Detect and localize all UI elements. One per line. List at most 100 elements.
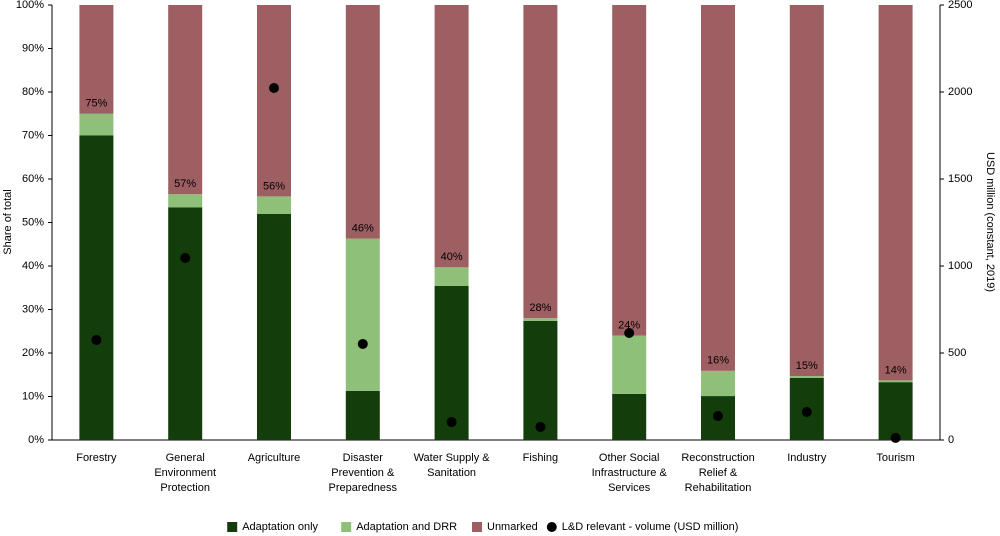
legend-label: Adaptation and DRR [356,521,457,533]
dot [357,338,368,349]
dot [713,410,723,421]
bar-segment [79,5,114,114]
total-label: 14% [885,364,907,376]
bar-segment [612,335,647,394]
y2-tick-label: 1000 [948,260,972,272]
y-tick-label: 0% [28,434,44,446]
x-tick-label-line: Forestry [76,452,117,464]
x-tick-label: Water Supply & Sanitation [414,452,491,479]
bar-segment [168,5,203,195]
bar-segment [878,382,913,440]
x-tick-label-line: Environment [154,467,216,479]
legend-label: L&D relevant - volume (USD million) [562,521,739,533]
y-tick-label: 90% [22,42,44,54]
bar-segment [878,380,913,383]
x-tick-label-line: Infrastructure & [592,467,668,479]
bar-segment [612,5,647,336]
bar-segment [345,390,380,440]
bar-segment [789,376,824,378]
x-tick-label: Fishing [523,452,558,464]
legend-marker [472,522,482,532]
bar-segment [257,213,291,440]
total-label: 28% [529,302,551,314]
x-tick-label: Reconstruction Relief & Rehabilitation [681,452,754,494]
bar-segment [878,5,913,381]
bar-segment [612,393,647,440]
x-tick-label: Tourism [876,452,915,464]
bar-segment [345,238,380,391]
x-tick-label-line: Preparedness [329,482,398,494]
bar-segment [434,267,469,287]
dot [91,334,102,345]
y2-tick-label: 500 [948,347,966,359]
x-tick-label: Industry [787,452,827,464]
x-tick-label-line: General [166,452,205,464]
bar-segment [701,5,735,371]
x-tick-label-line: Sanitation [427,467,476,479]
y2-tick-label: 2500 [948,0,972,11]
dot [624,327,635,338]
x-tick-label: General Environment Protection [154,452,216,494]
y2-tick-label: 0 [948,434,954,446]
y-tick-label: 40% [22,260,44,272]
x-tick-label-line: Tourism [876,452,915,464]
x-tick-label-line: Other Social [599,452,660,464]
bar-segment [434,286,469,440]
x-tick-label: Other Social Infrastructure & Services [592,452,668,494]
total-label: 75% [85,98,107,110]
bar-segment [789,5,824,377]
bar-segment [79,135,114,440]
legend-marker [341,522,352,532]
bar-segment [434,5,469,268]
total-label: 56% [263,180,285,192]
x-tick-label-line: Reconstruction [681,452,754,464]
bar-segment [523,320,558,440]
bar-segment [345,5,380,239]
total-label: 24% [618,320,640,332]
y-tick-label: 100% [16,0,44,11]
y-tick-label: 20% [22,347,44,359]
x-tick-label-line: Protection [160,482,210,494]
total-label: 46% [352,223,374,235]
x-tick-label-line: Rehabilitation [685,482,752,494]
dot [890,432,901,443]
x-tick-label-line: Prevention & [331,467,395,479]
y-tick-label: 70% [22,129,44,141]
total-label: 40% [441,251,463,263]
x-tick-label-line: Agriculture [248,452,301,464]
dot [801,406,812,417]
x-tick-label-line: Industry [787,452,827,464]
x-tick-label-line: Services [608,482,651,494]
legend-marker [546,522,557,532]
y-tick-label: 10% [22,390,44,402]
x-tick-label-line: Relief & [699,467,738,479]
y-tick-label: 30% [22,303,44,315]
x-tick-label: Forestry [76,452,117,464]
dot [269,82,279,93]
x-tick-label: Disaster Prevention & Preparedness [329,452,398,494]
bar-segment [701,370,735,397]
dot [446,417,457,428]
y2-tick-label: 2000 [948,86,972,98]
total-label: 15% [796,360,818,372]
dot [180,252,191,263]
legend-label: Unmarked [487,521,538,533]
bar-segment [168,194,203,208]
y-tick-label: 80% [22,86,44,98]
y2-tick-label: 1500 [948,173,972,185]
total-label: 16% [707,355,729,367]
dot [535,421,546,432]
total-label: 57% [174,178,196,190]
legend-label: Adaptation only [242,521,318,533]
x-tick-label: Agriculture [248,452,301,464]
x-tick-label-line: Disaster [343,452,384,464]
bar-segment [79,113,114,136]
bar-segment [257,5,291,197]
x-tick-label-line: Water Supply & [414,452,491,464]
y-axis-title: Share of total [2,189,14,254]
y-tick-label: 60% [22,173,44,185]
y2-axis-title: USD million (constant, 2019) [984,152,996,292]
bar-segment [523,5,558,319]
bar-segment [168,207,203,440]
